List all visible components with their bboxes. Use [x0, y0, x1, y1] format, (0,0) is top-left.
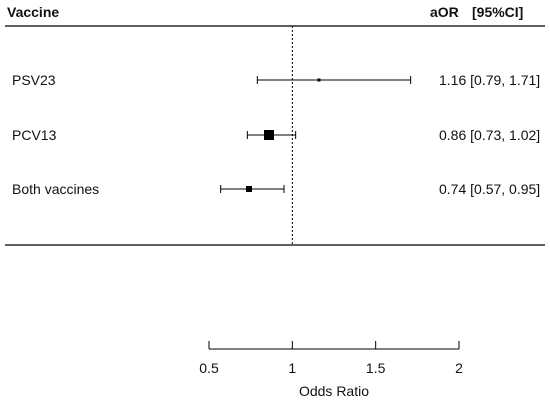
ci-text-both-vaccines: 0.74 [0.57, 0.95] — [439, 181, 540, 197]
header-ci: [95%CI] — [472, 4, 523, 20]
row-psv23: PSV23 1.16 [0.79, 1.71] — [12, 72, 540, 88]
header-vaccine: Vaccine — [7, 4, 59, 20]
x-tick-label-3: 2 — [455, 360, 463, 376]
ci-text-pcv13: 0.86 [0.73, 1.02] — [439, 127, 540, 143]
row-both-vaccines: Both vaccines 0.74 [0.57, 0.95] — [12, 181, 540, 197]
row-label-both-vaccines: Both vaccines — [12, 181, 99, 197]
or-marker-pcv13 — [264, 130, 274, 140]
ci-text-psv23: 1.16 [0.79, 1.71] — [439, 72, 540, 88]
header-aor: aOR — [430, 4, 459, 20]
x-tick-label-2: 1.5 — [366, 360, 386, 376]
or-marker-both-vaccines — [246, 186, 252, 192]
or-marker-psv23 — [317, 78, 321, 82]
row-label-psv23: PSV23 — [12, 72, 56, 88]
x-tick-label-1: 1 — [288, 360, 296, 376]
row-pcv13: PCV13 0.86 [0.73, 1.02] — [12, 127, 540, 143]
row-label-pcv13: PCV13 — [12, 127, 57, 143]
x-axis: 0.5 1 1.5 2 — [199, 341, 463, 376]
x-tick-label-0: 0.5 — [199, 360, 219, 376]
x-axis-title: Odds Ratio — [299, 383, 369, 399]
